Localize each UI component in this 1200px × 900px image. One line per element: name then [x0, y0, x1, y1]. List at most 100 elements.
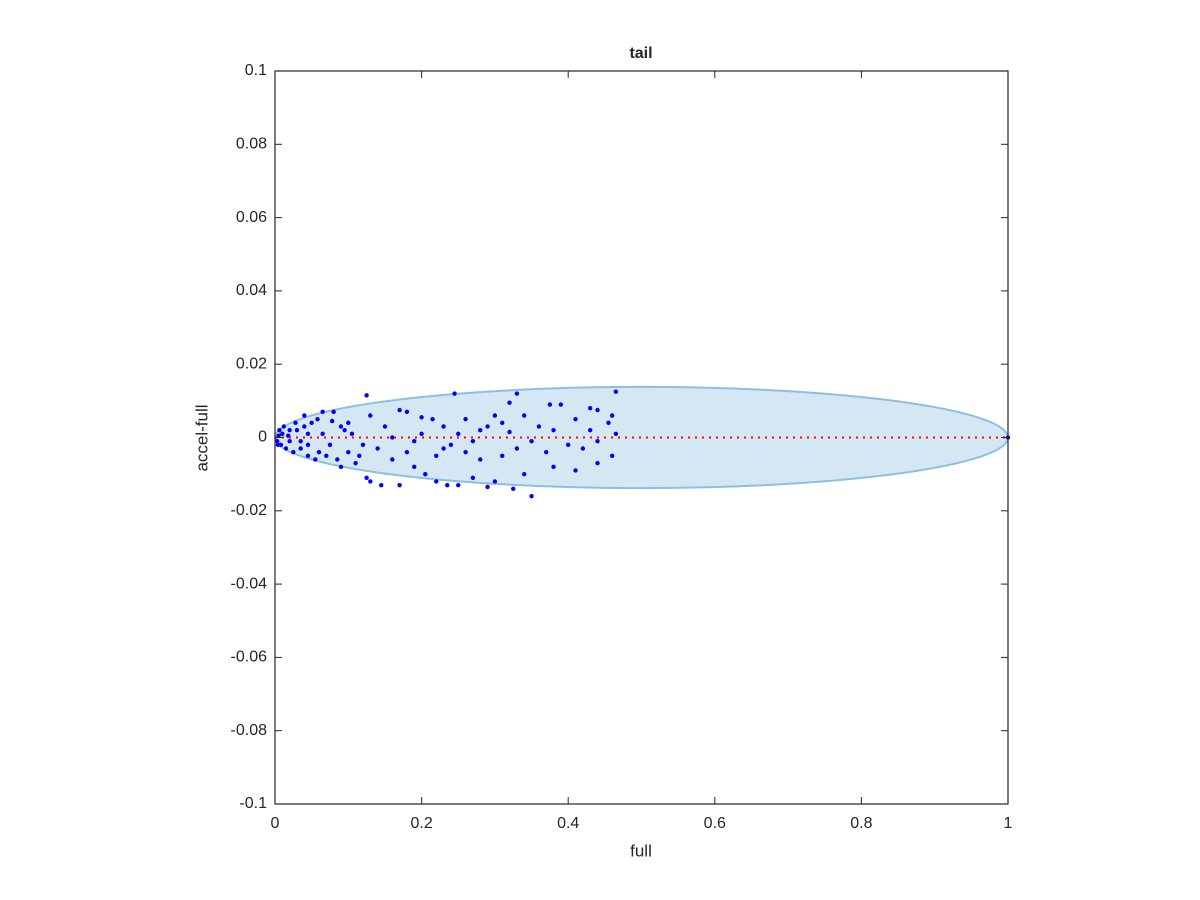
- scatter-point: [434, 453, 439, 459]
- scatter-point: [309, 420, 314, 426]
- x-axis-label: full: [630, 841, 652, 860]
- y-tick-label: 0: [258, 429, 267, 446]
- scatter-point: [478, 427, 483, 433]
- scatter-point: [293, 420, 298, 426]
- scatter-point: [412, 438, 417, 444]
- y-tick-label: 0.06: [236, 209, 267, 226]
- y-tick-label: -0.08: [231, 722, 268, 739]
- x-tick-label: 0: [271, 815, 280, 832]
- scatter-point: [283, 446, 289, 451]
- scatter-point: [595, 438, 600, 444]
- scatter-point: [368, 413, 373, 418]
- scatter-point: [485, 424, 490, 429]
- scatter-point: [544, 449, 549, 455]
- scatter-point: [274, 438, 280, 444]
- scatter-point: [302, 413, 307, 418]
- scatter-point: [397, 407, 402, 413]
- scatter-point: [305, 442, 311, 448]
- scatter-point: [606, 420, 611, 426]
- scatter-point: [452, 391, 457, 396]
- scatter-point: [342, 427, 347, 433]
- scatter-point: [375, 446, 380, 451]
- x-tick-label: 1: [1004, 815, 1013, 832]
- scatter-point: [404, 449, 410, 455]
- scatter-point: [609, 453, 615, 459]
- scatter-point: [434, 479, 439, 484]
- scatter-point: [551, 464, 556, 470]
- scatter-point: [287, 427, 292, 433]
- scatter-point: [315, 416, 320, 422]
- chart-title: tail: [629, 45, 652, 62]
- scatter-point: [316, 449, 322, 455]
- scatter-point: [364, 475, 369, 481]
- scatter-point: [609, 413, 615, 418]
- scatter-point: [313, 457, 318, 462]
- scatter-point: [368, 479, 373, 484]
- scatter-point: [276, 433, 281, 438]
- scatter-point: [500, 453, 505, 459]
- scatter-point: [423, 471, 428, 477]
- scatter-point: [522, 413, 527, 418]
- scatter-point: [492, 413, 498, 418]
- scatter-point: [573, 468, 578, 473]
- scatter-point: [390, 435, 395, 440]
- scatter-point: [298, 438, 303, 444]
- scatter-point: [360, 442, 366, 448]
- y-tick-label: -0.06: [231, 649, 268, 666]
- scatter-point: [613, 389, 619, 394]
- scatter-point: [280, 431, 285, 437]
- scatter-point: [379, 482, 384, 488]
- scatter-point: [335, 457, 340, 462]
- scatter-point: [463, 416, 468, 422]
- x-tick-label: 0.8: [850, 815, 872, 832]
- x-tick-label: 0.6: [704, 815, 726, 832]
- scatter-point: [470, 438, 476, 444]
- scatter-point: [302, 424, 307, 429]
- scatter-point: [511, 486, 516, 492]
- scatter-point: [390, 457, 395, 462]
- scatter-point: [275, 442, 281, 448]
- scatter-point: [573, 416, 578, 422]
- scatter-point: [507, 429, 512, 435]
- scatter-point: [338, 424, 344, 429]
- scatter-point: [500, 420, 505, 426]
- scatter-point: [551, 427, 556, 433]
- scatter-point: [382, 424, 388, 429]
- y-tick-label: 0.04: [236, 282, 267, 299]
- scatter-point: [547, 402, 553, 407]
- scatter-point: [353, 460, 358, 466]
- y-axis-label: accel-full: [192, 404, 211, 471]
- scatter-point: [324, 453, 329, 459]
- y-tick-label: -0.1: [239, 795, 267, 812]
- scatter-point: [349, 431, 355, 437]
- scatter-point: [338, 464, 344, 470]
- scatter-point: [485, 484, 490, 490]
- scatter-point: [580, 446, 586, 451]
- scatter-point: [595, 460, 600, 466]
- y-tick-label: 0.02: [236, 355, 267, 372]
- y-tick-label: -0.02: [231, 502, 268, 519]
- scatter-point: [445, 482, 450, 488]
- scatter-point: [514, 391, 520, 396]
- scatter-point: [331, 409, 336, 415]
- scatter-point: [587, 405, 593, 411]
- scatter-point: [536, 424, 542, 429]
- scatter-point: [478, 457, 483, 462]
- scatter-point: [463, 449, 468, 455]
- scatter-point: [470, 475, 476, 481]
- scatter-point: [507, 400, 512, 405]
- scatter-point: [404, 409, 410, 415]
- y-tick-label: 0.1: [245, 62, 267, 79]
- scatter-point: [291, 449, 296, 455]
- scatter-point: [320, 431, 325, 437]
- scatter-point: [558, 402, 564, 407]
- scatter-point: [346, 449, 351, 455]
- y-tick-label: -0.04: [231, 575, 268, 592]
- scatter-point: [357, 453, 362, 459]
- scatter-point: [287, 438, 292, 444]
- scatter-point: [448, 442, 454, 448]
- scatter-point: [281, 424, 286, 429]
- scatter-point: [492, 479, 498, 484]
- x-tick-label: 0.4: [557, 815, 579, 832]
